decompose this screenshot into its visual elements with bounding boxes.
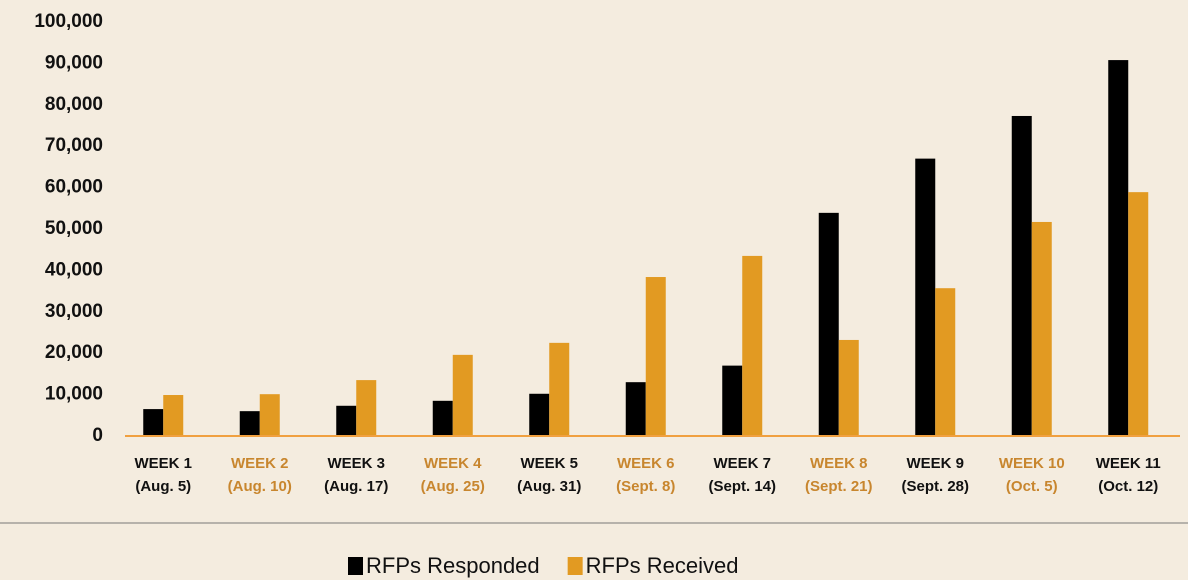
bar xyxy=(549,342,570,436)
y-tick-label: 30,000 xyxy=(45,301,103,322)
bar xyxy=(1128,192,1149,436)
x-tick-label: (Aug. 31) xyxy=(517,478,581,495)
bar xyxy=(452,354,473,436)
bar xyxy=(935,288,956,436)
bar xyxy=(915,158,936,436)
bar xyxy=(1108,60,1129,436)
x-tick-label: (Sept. 14) xyxy=(708,478,776,495)
bar xyxy=(529,393,550,436)
x-tick-label: (Oct. 5) xyxy=(1006,478,1058,495)
y-tick-label: 0 xyxy=(92,425,103,446)
bar xyxy=(356,380,377,436)
y-tick-label: 100,000 xyxy=(34,11,103,32)
x-tick-label: WEEK 8 xyxy=(810,455,868,472)
x-tick-label: WEEK 3 xyxy=(327,455,385,472)
legend-label: RFPs Responded xyxy=(366,553,540,578)
y-tick-label: 10,000 xyxy=(45,384,103,405)
y-tick-label: 80,000 xyxy=(45,94,103,115)
y-tick-label: 20,000 xyxy=(45,342,103,363)
y-tick-label: 60,000 xyxy=(45,177,103,198)
x-tick-label: (Sept. 8) xyxy=(616,478,675,495)
x-tick-label: WEEK 11 xyxy=(1096,455,1161,472)
bar xyxy=(259,394,280,436)
x-tick-label: WEEK 7 xyxy=(713,455,771,472)
x-tick-label: WEEK 5 xyxy=(520,455,578,472)
bar xyxy=(239,411,260,436)
x-tick-label: WEEK 6 xyxy=(617,455,675,472)
legend-swatch xyxy=(348,557,363,575)
y-tick-label: 50,000 xyxy=(45,218,103,239)
x-tick-label: (Aug. 5) xyxy=(135,478,191,495)
bar xyxy=(818,212,839,436)
x-tick-label: (Oct. 12) xyxy=(1098,478,1158,495)
x-tick-label: WEEK 4 xyxy=(424,455,482,472)
legend-swatch xyxy=(567,557,583,575)
bar xyxy=(742,255,763,436)
legend-label: RFPs Received xyxy=(586,553,739,578)
x-tick-label: WEEK 9 xyxy=(906,455,964,472)
bar xyxy=(1011,115,1032,436)
y-tick-label: 70,000 xyxy=(45,135,103,156)
x-tick-label: (Sept. 21) xyxy=(805,478,873,495)
x-tick-label: (Aug. 17) xyxy=(324,478,388,495)
x-tick-label: (Sept. 28) xyxy=(901,478,969,495)
x-tick-label: (Aug. 10) xyxy=(228,478,292,495)
y-tick-label: 40,000 xyxy=(45,259,103,280)
bar xyxy=(645,277,666,436)
bar xyxy=(143,409,164,436)
x-tick-label: WEEK 2 xyxy=(231,455,289,472)
bar xyxy=(336,405,357,436)
bar xyxy=(838,339,859,436)
y-tick-label: 90,000 xyxy=(45,52,103,73)
bar xyxy=(625,382,646,436)
x-tick-label: WEEK 1 xyxy=(134,455,192,472)
bar xyxy=(163,395,184,436)
x-tick-label: WEEK 10 xyxy=(999,455,1065,472)
bar xyxy=(1031,221,1052,436)
bar xyxy=(432,400,453,436)
x-tick-label: (Aug. 25) xyxy=(421,478,485,495)
bar xyxy=(722,365,743,436)
